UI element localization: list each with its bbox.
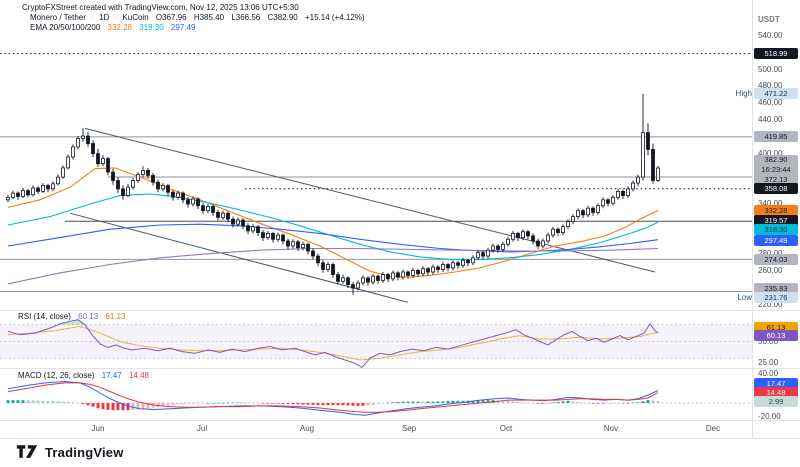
axis-tick-label: 480.00	[758, 81, 783, 91]
interval-label: 1D	[99, 13, 110, 22]
price-badge: 372.13	[754, 173, 798, 185]
axis-tick-label: 280.00	[758, 249, 800, 259]
price-badge: 2.99	[754, 396, 798, 408]
macd-legend[interactable]: MACD (12, 26, close) 17.47 14.48	[18, 371, 149, 380]
macd-signal-value: 14.48	[128, 371, 149, 380]
price-badge: 60.13	[754, 330, 798, 342]
symbol-legend[interactable]: Monero / Tether · 1D · KuCoin O367.96 H3…	[30, 13, 365, 22]
legend-separator: ·	[114, 13, 118, 22]
price-badge: 419.85	[754, 131, 798, 143]
ema-legend-title: EMA 20/50/100/200	[30, 23, 101, 32]
ema20-value: 332.28	[107, 23, 132, 32]
time-axis-label: Jun	[91, 424, 105, 433]
price-badge: 319.57	[754, 214, 798, 226]
axis-tick-label: 340.00	[758, 199, 783, 208]
axis-tick-label: 40.00	[758, 369, 779, 379]
price-badge: 61.13	[754, 321, 798, 333]
axis-tick-label: 25.00	[758, 357, 779, 367]
ema50-value: 318.30	[139, 23, 164, 32]
time-axis-label: Aug	[299, 424, 315, 433]
price-badge: 14.48	[754, 387, 798, 399]
legend-separator: ·	[91, 13, 94, 22]
price-badge: 318.30	[754, 223, 798, 235]
exchange-label: KuCoin	[122, 13, 149, 22]
rsi-value: 60.13	[78, 312, 99, 321]
rsi-legend[interactable]: RSI (14, close) 60.13 61.13	[18, 312, 125, 321]
footer: TradingView	[16, 444, 124, 460]
change-value: +15.14 (+4.12%)	[304, 13, 365, 22]
price-badge: 17.47	[754, 377, 798, 389]
axis-tick-label: 400.00	[758, 148, 783, 158]
low-value: L366.56	[231, 13, 261, 22]
high-value: H385.40	[193, 13, 225, 22]
open-value: O367.96	[155, 13, 187, 22]
close-value: C382.90	[267, 13, 298, 22]
trendline[interactable]	[84, 127, 656, 273]
axis-tick-label: 220.00	[758, 299, 783, 309]
axis-tick-label: 260.00	[758, 266, 783, 276]
axis-tick-label: 440.00	[758, 115, 783, 124]
macd-value: 17.47	[101, 371, 122, 380]
currency-label: USDT	[758, 15, 780, 24]
axis-tick-label: 540.00	[758, 31, 783, 40]
price-badge: 358.08	[754, 183, 798, 195]
time-axis-label: Oct	[499, 424, 513, 433]
price-badge: 235.83	[754, 283, 798, 294]
price-badge: 231.76	[754, 292, 798, 304]
low-marker-label: Low	[737, 292, 752, 302]
axis-tick-label: -20.00	[758, 412, 781, 422]
tradingview-logo-icon[interactable]	[16, 444, 38, 460]
rsi-legend-title: RSI (14, close)	[18, 312, 71, 321]
price-badge: 274.03	[754, 253, 798, 265]
time-axis-label: Nov	[603, 424, 619, 433]
price-badge: 297.49	[754, 235, 798, 247]
ema100-value: 297.49	[170, 23, 196, 32]
axis-tick-label: 460.00	[758, 98, 783, 108]
axis-tick-label: 500.00	[758, 64, 783, 74]
attribution-text: CryptoFXStreet created with TradingView.…	[22, 3, 299, 12]
price-badge: 518.99	[754, 48, 798, 60]
brand-name[interactable]: TradingView	[45, 444, 124, 460]
time-axis-label: Sep	[401, 424, 417, 433]
trendline[interactable]	[69, 212, 409, 303]
time-axis-label: Jul	[196, 424, 208, 433]
macd-legend-title: MACD (12, 26, close)	[18, 371, 95, 380]
high-marker-label: High	[735, 88, 752, 98]
price-badge: 382.90 16:23:44	[754, 154, 798, 175]
ema-legend[interactable]: EMA 20/50/100/200 332.28 318.30 297.49	[30, 23, 195, 32]
price-badge: 332.28	[754, 204, 798, 216]
symbol-name: Monero / Tether	[30, 13, 86, 22]
price-badge: 471.22	[754, 88, 798, 100]
time-axis-label: Dec	[705, 424, 721, 433]
rsi-ma-value: 61.13	[105, 312, 126, 321]
